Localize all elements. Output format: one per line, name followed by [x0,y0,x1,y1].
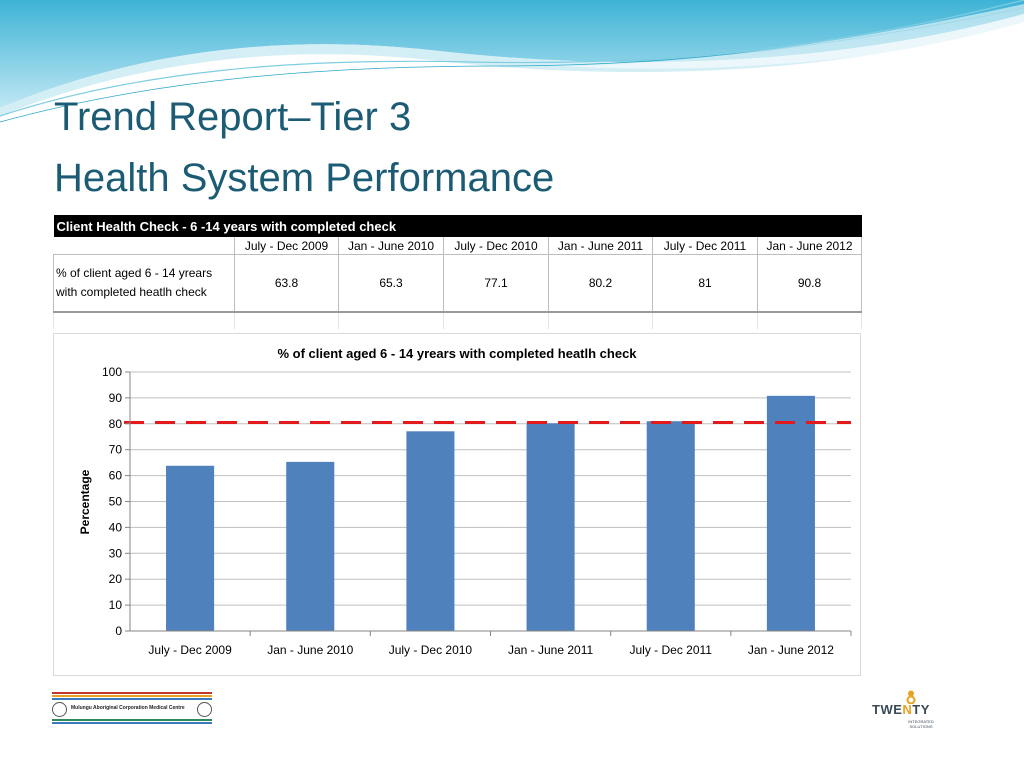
twenty-logo-subtitle: INTEGRATED SOLUTIONS [908,719,934,729]
logo-word-part: TY [912,702,930,717]
logo-stripe [52,722,212,724]
slide-title-line-2: Health System Performance [54,156,555,200]
x-tick-label: Jan - June 2010 [267,643,353,657]
y-tick-label: 70 [109,443,123,457]
logo-word-part: TWE [872,702,903,717]
y-tick-label: 100 [102,365,122,379]
y-axis-label: Percentage [78,469,92,534]
table-spacer-row [53,312,862,329]
bar [406,431,455,631]
logo-badge-icon [52,702,67,717]
table-header-row: Client Health Check - 6 -14 years with c… [53,215,862,237]
table-period-cell: July - Dec 2011 [652,237,758,255]
bar-chart: % of client aged 6 - 14 yrears with comp… [53,333,861,676]
x-tick-label: July - Dec 2009 [148,643,232,657]
y-tick-label: 80 [109,417,123,431]
bar [646,421,695,631]
table-metric-label: % of client aged 6 - 14 yrears with comp… [53,254,235,313]
bar [766,395,815,631]
x-tick-label: Jan - June 2012 [748,643,834,657]
mulungu-logo: Mulungu Aboriginal Corporation Medical C… [52,690,212,724]
logo-word-part: N [902,702,913,717]
chart-title: % of client aged 6 - 14 yrears with comp… [277,346,637,361]
table-value-cell: 81 [652,254,758,313]
table-values-row: % of client aged 6 - 14 yrears with comp… [53,254,862,313]
x-tick-label: July - Dec 2010 [389,643,473,657]
table-period-cell: Jan - June 2011 [548,237,653,255]
table-period-cell: Jan - June 2012 [757,237,862,255]
logo-stripe [52,692,212,694]
y-tick-label: 50 [109,495,123,509]
table-value-cell: 80.2 [548,254,653,313]
slide-title-line-1: Trend Report–Tier 3 [54,95,412,139]
table-value-cell: 90.8 [757,254,862,313]
axes [125,371,852,636]
logo-stripe [52,695,212,697]
y-tick-label: 60 [109,469,123,483]
table-value-cell: 77.1 [443,254,549,313]
twenty-logo-word: TWENTY [872,702,930,717]
logo-badge-icon [197,702,212,717]
twenty-logo: TWENTY INTEGRATED SOLUTIONS [872,690,940,734]
y-tick-label: 10 [109,598,123,612]
table-period-cell: Jan - June 2010 [338,237,444,255]
x-tick-labels: July - Dec 2009 Jan - June 2010 July - Dec… [148,643,834,657]
y-tick-label: 90 [109,391,123,405]
y-tick-labels: 0 10 20 30 40 50 60 70 80 90 100 [102,365,122,638]
gridlines [130,371,851,606]
logo-stripe [52,698,212,700]
twenty-figure-icon [906,690,916,704]
table-corner-cell [53,237,235,255]
table-period-cell: July - Dec 2010 [443,237,549,255]
x-tick-label: Jan - June 2011 [508,643,593,657]
metric-label-line-2: with completed heatlh check [56,285,207,299]
metric-label-line-1: % of client aged 6 - 14 yrears [56,266,213,280]
x-tick-label: July - Dec 2011 [630,643,713,657]
table-value-cell: 63.8 [234,254,339,313]
y-tick-label: 30 [109,546,123,560]
bar [286,461,335,631]
table-header: Client Health Check - 6 -14 years with c… [53,215,862,237]
bar [526,423,575,631]
bar [166,465,215,631]
data-table: Client Health Check - 6 -14 years with c… [53,215,862,329]
y-tick-label: 20 [109,572,123,586]
header-swoosh-decoration [0,0,1024,123]
table-value-cell: 65.3 [338,254,444,313]
table-period-cell: July - Dec 2009 [234,237,339,255]
chart-canvas: % of client aged 6 - 14 yrears with comp… [78,346,852,657]
y-tick-label: 40 [109,520,123,534]
table-periods-row: July - Dec 2009 Jan - June 2010 July - D… [53,237,862,255]
y-tick-label: 0 [115,624,122,638]
mulungu-logo-text: Mulungu Aboriginal Corporation Medical C… [71,705,185,711]
logo-stripe [52,719,212,721]
bars [166,395,815,631]
